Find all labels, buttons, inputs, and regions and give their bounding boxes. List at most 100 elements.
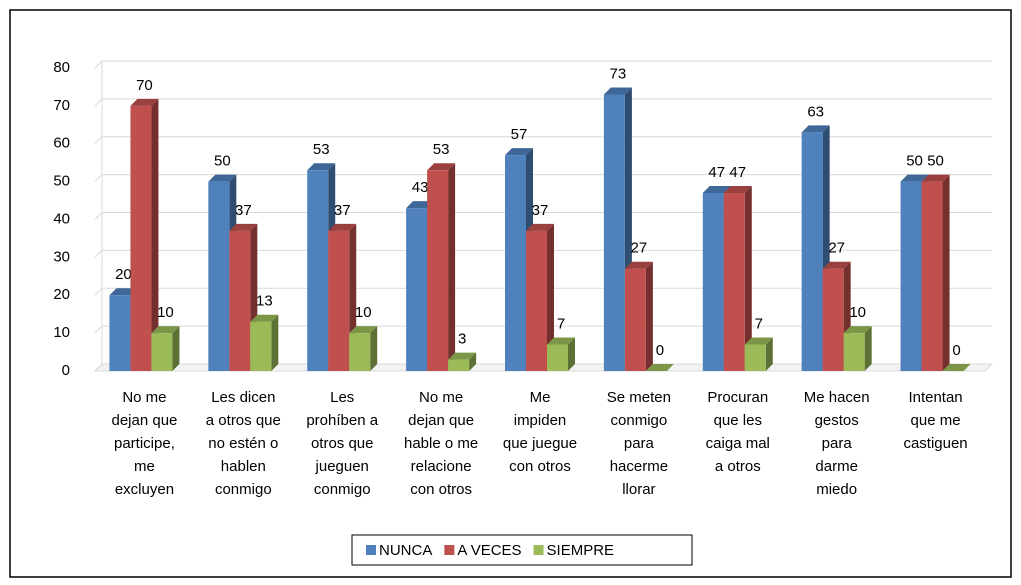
bar-top: [900, 174, 929, 182]
data-label: 10: [849, 304, 866, 321]
bar-side: [448, 163, 456, 371]
data-label: 73: [610, 65, 627, 82]
legend-swatch: [444, 545, 455, 555]
grid-line-side: [94, 98, 103, 107]
bar-top: [427, 163, 456, 171]
bar-side: [547, 223, 554, 371]
bar-front: [723, 192, 745, 371]
bar-top: [624, 261, 653, 269]
x-tick-label-line: hacerme: [610, 458, 668, 475]
x-tick-label-line: jueguen: [315, 458, 369, 475]
y-tick-label: 50: [53, 173, 70, 190]
data-label: 63: [807, 103, 824, 120]
x-tick-label-line: castiguen: [903, 435, 967, 452]
bar-top: [702, 185, 731, 193]
x-tick-label-line: Intentan: [908, 389, 962, 406]
x-tick-label-line: con otros: [509, 458, 571, 475]
bar: [942, 364, 971, 371]
bar: [328, 223, 357, 371]
x-tick-label-line: conmigo: [215, 481, 272, 498]
bar-top: [250, 314, 279, 322]
data-label: 50: [214, 153, 231, 170]
x-tick-label-line: No me: [419, 389, 463, 406]
bar-front: [505, 155, 526, 371]
bar-top: [723, 185, 752, 193]
legend-label: SIEMPRE: [547, 542, 615, 559]
data-label: 57: [511, 126, 528, 143]
x-tick-label-line: impiden: [514, 412, 567, 429]
bar: [645, 364, 674, 371]
x-tick-label: No me dejan que participe, me excluyen: [111, 389, 177, 498]
bar-top: [645, 364, 674, 371]
bar-front: [526, 230, 547, 371]
bar-top: [229, 223, 258, 231]
data-label: 70: [136, 77, 153, 94]
bar-front: [624, 268, 646, 371]
grid-line-side: [94, 136, 103, 145]
data-label: 20: [115, 266, 132, 283]
data-label: 53: [313, 141, 330, 158]
bar-top: [526, 223, 554, 231]
grid-line-side: [94, 60, 103, 69]
data-label: 27: [828, 240, 845, 257]
bar-top: [505, 148, 533, 156]
data-label: 3: [458, 331, 466, 348]
x-tick-label-line: para: [624, 435, 655, 452]
data-label: 50: [906, 153, 923, 170]
x-tick-label-line: Se meten: [607, 389, 671, 406]
bar-front: [328, 230, 350, 371]
x-tick-label: Procuran que les caiga mal a otros: [706, 389, 770, 475]
y-tick-label: 40: [53, 210, 70, 227]
data-label: 43: [412, 179, 429, 196]
bar: [723, 185, 752, 371]
x-tick-label-line: participe,: [114, 435, 175, 452]
bar-front: [208, 181, 230, 371]
legend: NUNCA A VECES SIEMPRE: [351, 534, 693, 566]
data-label: 53: [433, 141, 450, 158]
x-tick-label-line: a otros que: [206, 412, 281, 429]
bar-top: [822, 261, 851, 269]
bar-side: [765, 337, 773, 371]
x-tick-label: Intentan que me castiguen: [903, 389, 967, 452]
x-tick-label-line: caiga mal: [706, 435, 770, 452]
bar: [526, 223, 554, 371]
x-tick-label-line: conmigo: [611, 412, 668, 429]
x-tick-label-line: Les dicen: [211, 389, 275, 406]
bar: [547, 337, 575, 371]
x-tick-label-line: miedo: [816, 481, 857, 498]
bar-top: [349, 326, 378, 334]
bar-top: [801, 125, 830, 133]
bar-top: [744, 337, 773, 345]
data-label: 37: [532, 202, 549, 219]
bar-front: [448, 359, 470, 371]
data-label: 37: [235, 202, 252, 219]
bar-front: [307, 170, 329, 371]
bar: [151, 326, 180, 371]
bar-front: [349, 333, 371, 371]
x-tick-label-line: que les: [714, 412, 762, 429]
y-tick-label: 30: [53, 248, 70, 265]
x-tick-label-line: Me hacen: [804, 389, 870, 406]
bar-top: [328, 223, 357, 231]
legend-label: A VECES: [457, 542, 521, 559]
data-label: 37: [334, 202, 351, 219]
grid-line-side: [94, 212, 103, 220]
bar-side: [864, 326, 872, 371]
x-tick-label: Les prohíben a otros que jueguen conmigo: [306, 389, 378, 498]
bar: [130, 98, 159, 371]
y-tick-label: 0: [62, 362, 70, 379]
grid-line-side: [94, 363, 103, 372]
bar-front: [250, 321, 272, 371]
bar: [448, 352, 477, 371]
bar-side: [271, 314, 279, 371]
grid-line-side: [94, 250, 103, 258]
bar: [250, 314, 279, 371]
bar: [843, 326, 872, 371]
data-label: 10: [355, 304, 372, 321]
bar: [427, 163, 456, 371]
x-tick-label: Me hacen gestos para darme miedo: [804, 389, 870, 498]
bar-front: [603, 94, 625, 371]
bar-front: [130, 105, 152, 371]
bar-front: [109, 295, 131, 371]
bar-top: [921, 174, 950, 182]
